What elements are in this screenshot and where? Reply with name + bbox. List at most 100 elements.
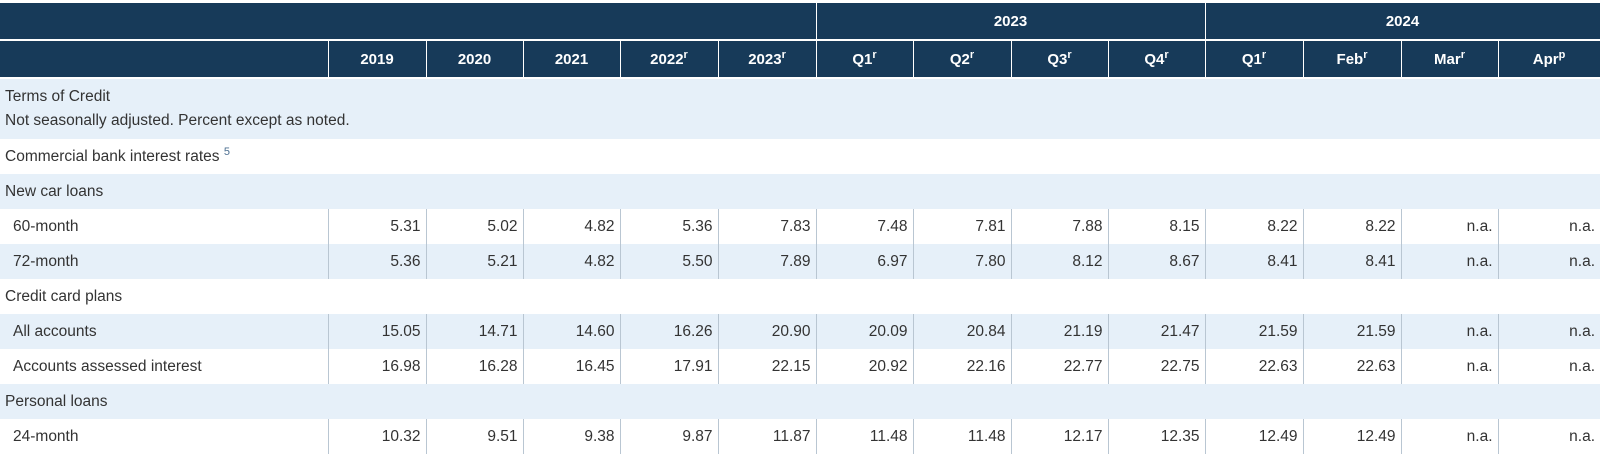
group-header-2023: 2023 [815,0,1206,41]
value-cell: 5.36 [327,244,426,279]
intro-cell: Terms of Credit Not seasonally adjusted.… [0,78,1600,139]
group-header-blank [0,0,817,41]
value-cell: 11.48 [815,419,914,454]
value-cell: n.a. [1497,314,1600,349]
value-cell: n.a. [1400,349,1499,384]
section-label: New car loans [5,182,104,200]
column-header-label: 2020 [457,50,492,68]
table-row: Accounts assessed interest 16.98 16.28 16.4… [0,349,1600,384]
revision-mark: r [683,48,688,61]
table-row: 60-month 5.31 5.02 4.82 5.36 7.83 7.48 7.81 7.88… [0,209,1600,244]
section-label: Commercial bank interest rates [5,147,220,165]
revision-mark: r [1460,48,1466,61]
column-header-label: 2019 [360,50,394,68]
value-cell: n.a. [1497,244,1600,279]
row-label: 72-month [0,244,328,279]
table-row: 24-month 10.32 9.51 9.38 9.87 11.87 11.48 11.48… [0,419,1600,454]
value-cell: 20.09 [815,314,914,349]
section-label-cell: Credit card plans [0,279,1600,314]
column-header-label: Feb [1336,50,1364,68]
value-cell: n.a. [1400,419,1499,454]
column-header: Q3r [1010,40,1109,79]
column-header: 2020 [425,40,524,79]
value-cell: n.a. [1400,244,1499,279]
value-cell: n.a. [1497,419,1600,454]
column-header: 2021 [522,40,621,79]
value-cell: 4.82 [522,209,620,244]
value-cell: n.a. [1497,349,1600,384]
value-cell: 5.02 [425,209,523,244]
value-cell: 14.60 [522,314,620,349]
value-cell: 22.75 [1107,349,1206,384]
section-label: Personal loans [5,392,108,410]
column-header-row: 2019 2020 2021 2022r 2023r Q1r Q2r Q3r Q4r Q1r Feb… [0,40,1600,79]
table-body: Terms of Credit Not seasonally adjusted.… [0,78,1600,454]
section-label-cell: New car loans [0,174,1600,209]
footnote-ref[interactable]: 5 [223,145,230,158]
row-label: Accounts assessed interest [0,349,328,384]
column-header-label: Q3 [1047,50,1068,68]
value-cell: 7.83 [717,209,817,244]
section-label: Credit card plans [5,287,123,305]
value-cell: 16.45 [522,349,620,384]
value-cell: 5.31 [327,209,426,244]
revision-mark: r [1261,48,1267,61]
value-cell: 21.59 [1302,314,1402,349]
value-cell: 12.49 [1302,419,1402,454]
column-header-label: Mar [1434,50,1461,68]
column-header-blank [0,40,329,79]
value-cell: 22.15 [717,349,817,384]
value-cell: 9.87 [619,419,718,454]
value-cell: n.a. [1400,209,1499,244]
value-cell: 20.90 [717,314,817,349]
row-label: All accounts [0,314,328,349]
table-header: 2023 2024 2019 2020 2021 2022r 2023r Q1r Q2r Q3… [0,0,1600,79]
column-header: Q2r [912,40,1012,79]
value-cell: 7.88 [1010,209,1109,244]
column-header-label: Q1 [852,50,873,68]
value-cell: 5.36 [619,209,718,244]
value-cell: 8.41 [1204,244,1304,279]
group-header-row: 2023 2024 [0,0,1600,41]
value-cell: n.a. [1400,314,1499,349]
value-cell: 8.15 [1107,209,1206,244]
column-header-label: 2022 [650,50,684,68]
value-cell: 9.51 [425,419,523,454]
section-label-cell: Commercial bank interest rates 5 [0,139,1600,174]
column-header: Aprp [1497,40,1600,79]
section-row: Commercial bank interest rates 5 [0,139,1600,174]
column-header-label: 2021 [554,50,589,68]
value-cell: 21.19 [1010,314,1109,349]
value-cell: 17.91 [619,349,718,384]
value-cell: 12.17 [1010,419,1109,454]
value-cell: n.a. [1497,209,1600,244]
column-header-label: Q4 [1144,50,1165,68]
table-note: Not seasonally adjusted. Percent except … [5,112,350,129]
revision-mark: r [781,48,786,61]
group-header-2024: 2024 [1204,0,1600,41]
value-cell: 21.47 [1107,314,1206,349]
value-cell: 16.28 [425,349,523,384]
column-header-label: Apr [1532,50,1559,68]
section-label-cell: Personal loans [0,384,1600,419]
column-header: Febr [1302,40,1402,79]
section-row: Credit card plans [0,279,1600,314]
value-cell: 8.12 [1010,244,1109,279]
revision-mark: r [872,48,877,61]
column-header: Marr [1400,40,1499,79]
revision-mark: r [1067,48,1072,61]
revision-mark: p [1558,48,1566,61]
value-cell: 7.81 [912,209,1012,244]
row-label: 24-month [0,419,328,454]
section-row: Personal loans [0,384,1600,419]
table-title: Terms of Credit [5,88,111,105]
value-cell: 5.50 [619,244,718,279]
column-header-label: Q1 [1241,50,1262,68]
column-header: Q4r [1107,40,1206,79]
revision-mark: r [969,48,975,61]
value-cell: 14.71 [425,314,523,349]
section-row: New car loans [0,174,1600,209]
value-cell: 7.80 [912,244,1012,279]
row-label: 60-month [0,209,328,244]
